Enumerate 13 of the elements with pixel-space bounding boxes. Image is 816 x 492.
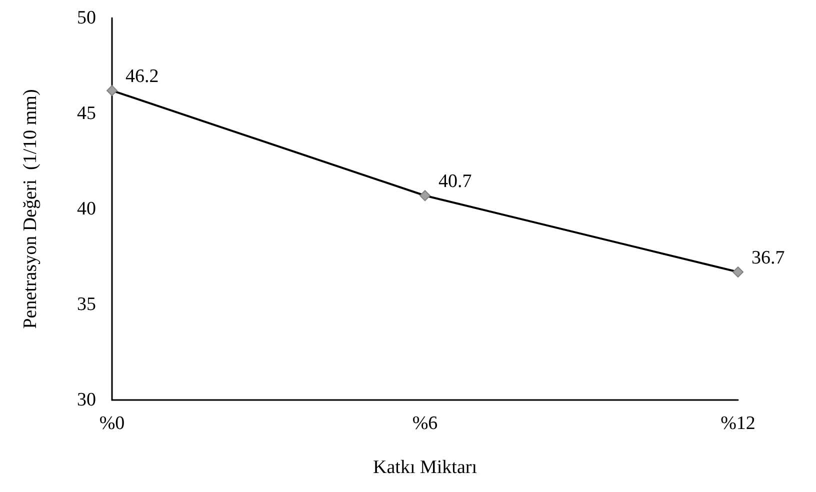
data-label: 46.2 bbox=[126, 66, 159, 88]
data-label: 36.7 bbox=[752, 248, 785, 269]
y-tick-label: 35 bbox=[77, 294, 96, 315]
y-axis-title: Penetrasyon Değeri (1/10 mm) bbox=[20, 89, 41, 329]
y-tick-label: 30 bbox=[77, 390, 96, 410]
y-tick-label: 50 bbox=[77, 8, 96, 28]
x-tick-label: %12 bbox=[720, 413, 756, 434]
y-tick-label: 45 bbox=[77, 103, 96, 124]
x-tick-label: %0 bbox=[99, 413, 125, 434]
data-label: 40.7 bbox=[438, 171, 472, 192]
x-tick-label: %6 bbox=[412, 413, 438, 434]
x-axis-title: Katkı Miktarı bbox=[373, 457, 477, 478]
y-tick-label: 40 bbox=[77, 198, 96, 220]
